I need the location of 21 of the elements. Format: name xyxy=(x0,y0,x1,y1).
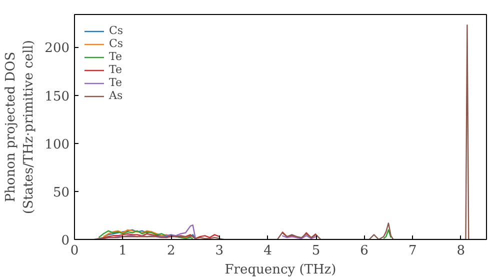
y-tick-label: 100 xyxy=(44,137,70,152)
x-tick-label: 3 xyxy=(215,244,224,258)
x-tick-label: 6 xyxy=(360,244,368,258)
y-axis-title: Phonon projected DOS (States/THz·primitive cell) xyxy=(4,40,37,214)
legend-label: Cs xyxy=(109,24,124,37)
legend-label: Te xyxy=(109,50,123,63)
x-tick-label: 5 xyxy=(312,244,320,258)
legend-label: Cs xyxy=(109,37,124,50)
x-axis-title: Frequency (THz) xyxy=(224,262,336,278)
x-tick-label: 7 xyxy=(408,244,417,258)
y-tick-label: 0 xyxy=(61,234,70,248)
y-tick-label: 50 xyxy=(52,185,70,200)
y-tick-label: 200 xyxy=(44,41,70,56)
x-tick-label: 8 xyxy=(456,244,466,258)
x-tick-label: 1 xyxy=(118,244,127,258)
legend-label: Te xyxy=(109,63,123,76)
x-tick-label: 4 xyxy=(264,244,272,258)
legend-label: As xyxy=(109,89,124,102)
x-tick-label: 2 xyxy=(166,244,176,258)
y-tick-label: 150 xyxy=(44,89,70,104)
legend-label: Te xyxy=(109,76,123,89)
